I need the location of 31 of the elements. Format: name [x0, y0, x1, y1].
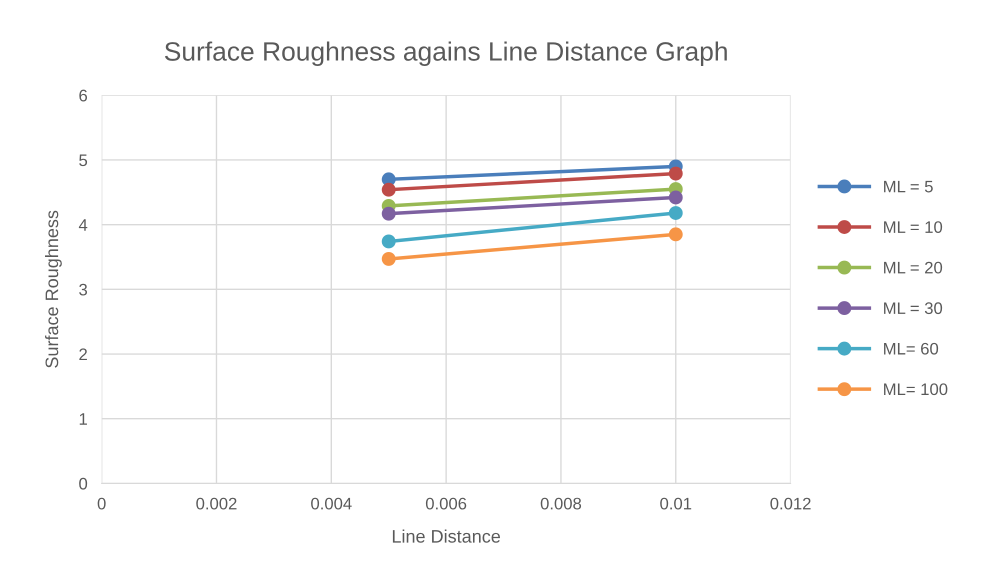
point: [382, 206, 396, 221]
legend-label: ML = 30: [884, 302, 942, 314]
y-axis-title: Surface Roughness: [45, 210, 62, 368]
y-tick-label: 3: [79, 284, 88, 296]
legend-label: ML= 100: [884, 383, 948, 396]
x-tick-label: 0.004: [311, 498, 352, 510]
x-tick-label: 0: [98, 498, 106, 510]
legend-label: ML = 5: [884, 180, 933, 192]
y-tick-label: 1: [80, 413, 87, 425]
x-tick-label: 0.002: [196, 498, 236, 510]
legend-label: ML= 60: [884, 342, 938, 355]
legend-label: ML = 20: [884, 262, 942, 274]
point: [668, 190, 683, 204]
point: [382, 252, 396, 266]
point: [668, 206, 683, 220]
x-axis-title: Line Distance: [392, 529, 500, 543]
chart-title: Surface Roughness agains Line Distance Graph: [164, 41, 727, 66]
point: [382, 234, 396, 248]
y-tick-label: 0: [79, 478, 88, 490]
x-tick-label: 0.01: [660, 498, 692, 510]
legend-label: ML = 10: [884, 221, 942, 234]
y-tick-label: 4: [78, 219, 88, 231]
y-tick-label: 5: [79, 154, 88, 166]
point: [668, 227, 683, 242]
point: [668, 166, 683, 180]
x-tick-label: 0.012: [770, 498, 811, 510]
point: [382, 182, 396, 197]
x-tick-label: 0.006: [426, 498, 466, 510]
y-tick-label: 2: [79, 348, 87, 360]
y-tick-label: 6: [79, 90, 88, 102]
x-tick-label: 0.008: [540, 498, 582, 510]
